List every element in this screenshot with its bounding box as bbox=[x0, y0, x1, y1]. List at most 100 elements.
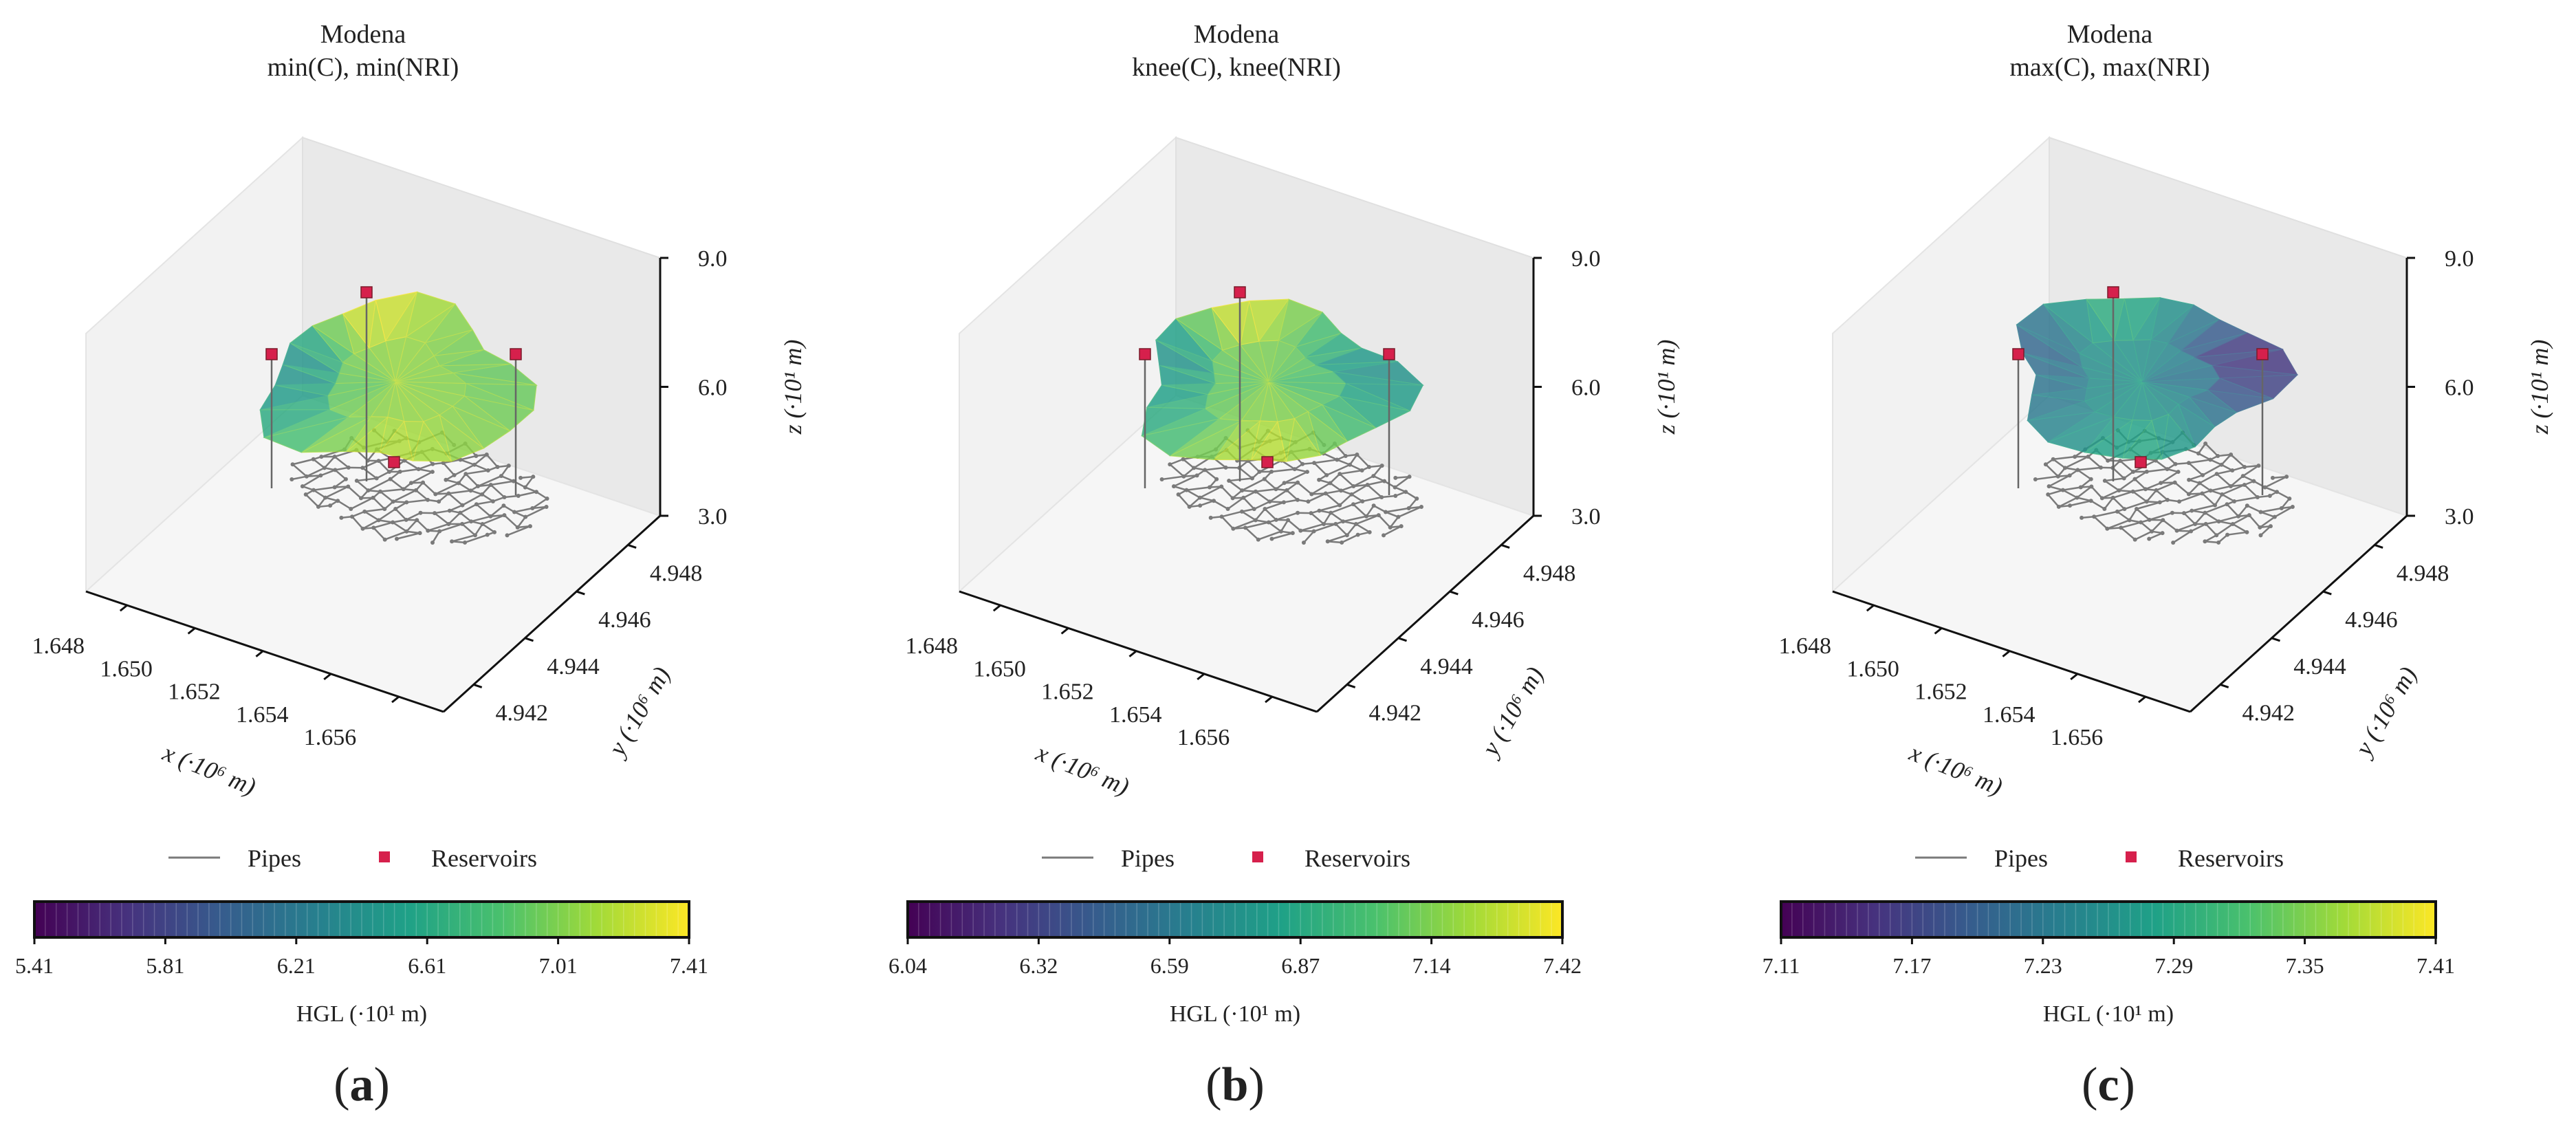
junction-node bbox=[1309, 511, 1313, 516]
pipe bbox=[1221, 486, 1234, 499]
pipe bbox=[2234, 496, 2258, 503]
x-axis-label: x (·10⁶ m) bbox=[158, 738, 259, 800]
pipe bbox=[2104, 480, 2120, 492]
pipe bbox=[395, 501, 407, 510]
panel-title: Modena bbox=[1194, 20, 1280, 49]
pipe bbox=[2179, 492, 2203, 503]
pipe bbox=[2214, 494, 2223, 506]
junction-node bbox=[323, 495, 328, 500]
junction-node bbox=[426, 528, 430, 533]
x-tick-label: 1.656 bbox=[304, 725, 357, 750]
pipe bbox=[1199, 497, 1214, 502]
junction-node bbox=[2046, 492, 2051, 497]
pipe bbox=[1355, 514, 1379, 525]
legend-reservoirs-label: Reservoirs bbox=[431, 845, 537, 872]
junction-node bbox=[339, 515, 344, 520]
pipe bbox=[2202, 464, 2223, 476]
junction-node bbox=[2279, 505, 2284, 510]
pipe bbox=[1322, 512, 1332, 525]
junction-node bbox=[1335, 457, 1340, 462]
junction-node bbox=[484, 453, 489, 457]
pipe bbox=[351, 516, 364, 530]
junction-node bbox=[450, 539, 455, 544]
pipe bbox=[2091, 486, 2103, 499]
junction-node bbox=[332, 455, 337, 459]
pipe bbox=[2205, 443, 2219, 457]
junction-node bbox=[1256, 537, 1260, 542]
junction-node bbox=[1379, 494, 1384, 499]
junction-node bbox=[2080, 515, 2084, 520]
pipe bbox=[2080, 478, 2092, 488]
junction-node bbox=[1219, 514, 1224, 519]
pipe bbox=[2194, 512, 2206, 525]
y-axis-line bbox=[1316, 514, 1535, 713]
pipe bbox=[313, 489, 326, 499]
junction-node bbox=[2056, 504, 2061, 509]
x-tick-label: 1.652 bbox=[168, 679, 221, 705]
junction-node bbox=[2139, 520, 2143, 525]
pipe bbox=[459, 503, 477, 514]
pipe bbox=[1383, 525, 1402, 536]
pipe bbox=[2062, 486, 2081, 491]
junction-node bbox=[2088, 499, 2093, 503]
junction-node bbox=[1295, 497, 1300, 502]
pipe bbox=[1397, 505, 1422, 518]
z-axis-label: z (·10¹ m) bbox=[779, 340, 807, 435]
junction-node bbox=[1339, 488, 1344, 493]
junction-node bbox=[2073, 455, 2077, 459]
junction-node bbox=[397, 469, 402, 474]
colorbar bbox=[1780, 900, 2437, 939]
pipe bbox=[1353, 503, 1367, 517]
pipe bbox=[1368, 464, 1382, 468]
pipe bbox=[2091, 500, 2105, 510]
junction-node bbox=[468, 488, 473, 493]
colorbar-tick-label: 6.21 bbox=[277, 953, 316, 978]
panel-subtitle: max(C), max(NRI) bbox=[2009, 53, 2209, 82]
junction-node bbox=[512, 510, 517, 514]
hgl-surface bbox=[259, 291, 538, 462]
pipe bbox=[406, 499, 428, 503]
pipe bbox=[2049, 485, 2064, 491]
junction-node bbox=[1240, 488, 1245, 493]
pipe bbox=[1177, 494, 1190, 508]
junction-node bbox=[2287, 497, 2292, 501]
pipe bbox=[1241, 478, 1265, 492]
pipe bbox=[481, 523, 495, 533]
pipe bbox=[454, 464, 475, 477]
y-tick-label: 4.942 bbox=[495, 700, 548, 726]
pipe bbox=[351, 510, 365, 518]
junction-node bbox=[1292, 467, 1297, 472]
pipe bbox=[2188, 474, 2203, 481]
junction-node bbox=[2208, 457, 2213, 462]
colorbar-tick-label: 5.81 bbox=[146, 953, 184, 978]
reservoir-marker bbox=[510, 348, 522, 360]
pipe bbox=[1385, 507, 1409, 513]
junction-node bbox=[458, 510, 463, 515]
x-tick-label: 1.650 bbox=[973, 656, 1026, 682]
junction-node bbox=[1371, 503, 1376, 508]
junction-node bbox=[1159, 477, 1164, 482]
junction-node bbox=[1393, 475, 1398, 480]
pipe bbox=[1265, 501, 1285, 510]
pipe bbox=[2087, 456, 2102, 468]
legend-reservoirs-label: Reservoirs bbox=[2178, 845, 2284, 872]
junction-node bbox=[1269, 536, 1274, 541]
pipe bbox=[2260, 507, 2282, 513]
pipe bbox=[2136, 501, 2161, 510]
pipe bbox=[460, 459, 475, 466]
z-tick-label: 6.0 bbox=[1571, 375, 1601, 401]
y-tick-mark bbox=[525, 637, 534, 642]
hgl-surface bbox=[2016, 297, 2299, 460]
pipe bbox=[2216, 469, 2233, 475]
junction-node bbox=[2186, 461, 2191, 466]
junction-node bbox=[1351, 483, 1356, 488]
pipe bbox=[500, 465, 510, 477]
pipe bbox=[1302, 530, 1315, 543]
pipe bbox=[451, 534, 476, 543]
pipe bbox=[1276, 512, 1298, 521]
pipe bbox=[2231, 466, 2245, 472]
pipe bbox=[1280, 459, 1296, 470]
pipe bbox=[1269, 489, 1288, 503]
pipe bbox=[313, 458, 325, 469]
junction-node bbox=[2230, 468, 2235, 473]
